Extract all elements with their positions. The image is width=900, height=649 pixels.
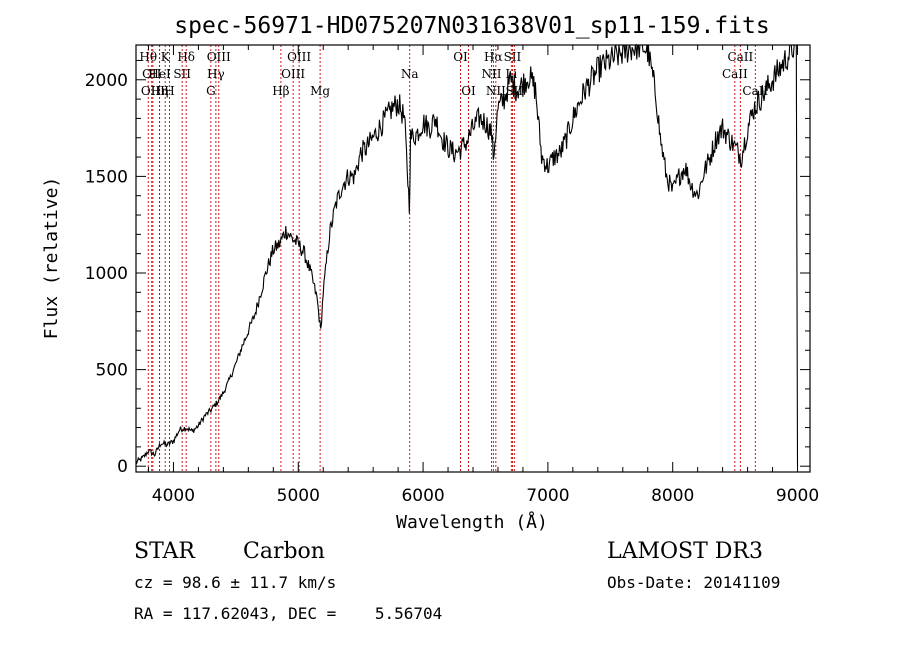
- spectral-line-label: CaII: [727, 50, 753, 64]
- x-axis-label: Wavelength (Å): [396, 511, 548, 533]
- object-subclass: Carbon: [243, 539, 325, 564]
- spectral-line-label: Hθ: [139, 50, 157, 64]
- plot-frame: [135, 44, 811, 473]
- spectral-line-label: OI: [453, 50, 468, 64]
- spectral-line-label: Na: [401, 67, 419, 81]
- spectral-line-label: SII: [173, 67, 191, 81]
- spectral-line-label: OIII: [141, 84, 165, 98]
- spectral-line-label: OI: [461, 84, 476, 98]
- spectrum-series-line: [135, 43, 799, 467]
- spectral-line-label: Hα: [484, 50, 503, 64]
- spectral-line-label: NII: [481, 67, 501, 81]
- x-tick-label: 9000: [776, 486, 819, 506]
- spectral-line-label: Hβ: [272, 84, 289, 98]
- coordinates: RA = 117.62043, DEC = 5.56704: [134, 604, 442, 623]
- x-tick-label: 8000: [651, 486, 694, 506]
- spectral-line-label: OIII: [281, 67, 305, 81]
- y-axis-label: Flux (relative): [41, 177, 62, 340]
- spectral-line-label: G: [206, 84, 216, 98]
- spectral-line-label: Hδ: [177, 50, 195, 64]
- spectral-line-label: Mg: [310, 84, 330, 98]
- x-tick-label: 6000: [401, 486, 444, 506]
- spectral-line-label: OIII: [207, 50, 231, 64]
- spectral-line-label: H: [164, 84, 174, 98]
- spectral-line-label: Hη: [151, 84, 169, 98]
- redshift-cz: cz = 98.6 ± 11.7 km/s: [134, 573, 336, 592]
- spectral-line-label: HeI: [148, 67, 171, 81]
- y-tick-label: 2000: [85, 71, 128, 91]
- chart-title: spec-56971-HD075207N031638V01_sp11-159.f…: [174, 13, 769, 39]
- axis-ticks: 4000 5000 6000 7000 8000 9000 0 500 1000 1500 2000: [85, 45, 819, 506]
- x-tick-label: 5000: [277, 486, 320, 506]
- x-tick-label: 7000: [526, 486, 569, 506]
- object-class: STAR: [134, 539, 196, 564]
- survey-name: LAMOST DR3: [607, 539, 763, 564]
- spectral-line-label: OII: [142, 67, 162, 81]
- spectral-line-label: Hγ: [207, 67, 225, 81]
- spectral-line-label: CaII: [722, 67, 748, 81]
- spectral-line-label: K: [161, 50, 171, 64]
- spectral-line-labels: Hθ OII OIII HeI Hη K H SII Hδ G Hγ OIII Hβ OIII OIII Mg…: [139, 50, 768, 98]
- y-tick-label: 1000: [85, 264, 128, 284]
- spectral-line-label: SII: [504, 50, 522, 64]
- observation-date: Obs-Date: 20141109: [607, 573, 780, 592]
- spectral-line-label: Li: [505, 67, 517, 81]
- y-tick-label: 500: [96, 361, 128, 381]
- x-tick-label: 4000: [152, 486, 195, 506]
- y-tick-label: 1500: [85, 167, 128, 187]
- y-tick-label: 0: [117, 457, 128, 477]
- spectral-line-markers: [147, 45, 756, 472]
- spectral-line-label: OIII: [287, 50, 311, 64]
